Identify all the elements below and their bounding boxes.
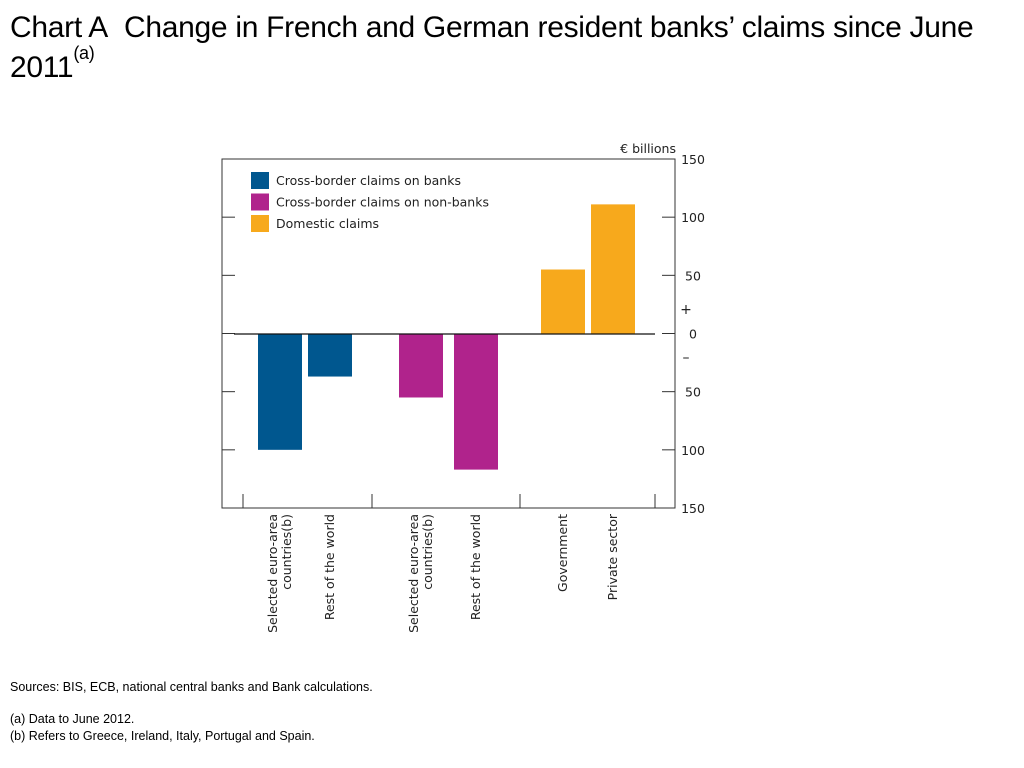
bar bbox=[454, 333, 498, 470]
y-axis: 150 100 50 0 50 100 150 bbox=[222, 152, 705, 516]
bar bbox=[258, 333, 302, 450]
group-separators bbox=[242, 494, 656, 508]
x-tick-label: Private sector bbox=[605, 513, 620, 600]
chart-title-footnote-marker: (a) bbox=[73, 43, 95, 63]
bar bbox=[399, 333, 443, 398]
bar bbox=[591, 204, 635, 334]
bar bbox=[308, 333, 352, 377]
unit-label: € billions bbox=[620, 141, 676, 156]
legend-label: Cross-border claims on banks bbox=[276, 173, 461, 188]
legend-swatch bbox=[251, 193, 269, 211]
x-tick-label: Rest of the world bbox=[322, 514, 337, 620]
bars bbox=[258, 204, 635, 470]
negative-sign-label: – bbox=[683, 350, 690, 366]
chart-title: Chart A Change in French and German resi… bbox=[10, 8, 1024, 88]
x-axis-labels: Selected euro-areacountries(b) Rest of th… bbox=[265, 513, 620, 633]
sources-note: Sources: BIS, ECB, national central bank… bbox=[10, 680, 373, 694]
legend-label: Cross-border claims on non-banks bbox=[276, 195, 489, 210]
x-tick-label: Selected euro-areacountries(b) bbox=[406, 514, 435, 633]
x-tick-label: Selected euro-areacountries(b) bbox=[265, 514, 294, 633]
footnote-a: (a) Data to June 2012. bbox=[10, 712, 135, 726]
y-tick-label: 50 bbox=[685, 385, 701, 400]
y-tick-label: 0 bbox=[689, 327, 697, 342]
y-tick-label: 100 bbox=[681, 443, 705, 458]
chart-title-prefix: Chart A bbox=[10, 11, 108, 44]
positive-sign-label: + bbox=[680, 302, 692, 318]
x-tick-label: Rest of the world bbox=[468, 514, 483, 620]
chart-notes: Sources: BIS, ECB, national central bank… bbox=[10, 679, 373, 745]
chart-title-main: Change in French and German resident ban… bbox=[10, 11, 974, 84]
y-tick-label: 150 bbox=[681, 501, 705, 516]
sign-labels: + – bbox=[680, 302, 692, 366]
bar bbox=[541, 269, 585, 334]
legend-swatch bbox=[251, 215, 269, 232]
footnote-b: (b) Refers to Greece, Ireland, Italy, Po… bbox=[10, 729, 315, 743]
y-tick-label: 150 bbox=[681, 152, 705, 167]
legend-swatch bbox=[251, 172, 269, 189]
y-tick-label: 50 bbox=[685, 268, 701, 283]
y-tick-label: 100 bbox=[681, 210, 705, 225]
x-tick-label: Government bbox=[555, 514, 570, 592]
legend: Cross-border claims on banks Cross-border… bbox=[251, 172, 489, 232]
legend-label: Domestic claims bbox=[276, 216, 379, 231]
